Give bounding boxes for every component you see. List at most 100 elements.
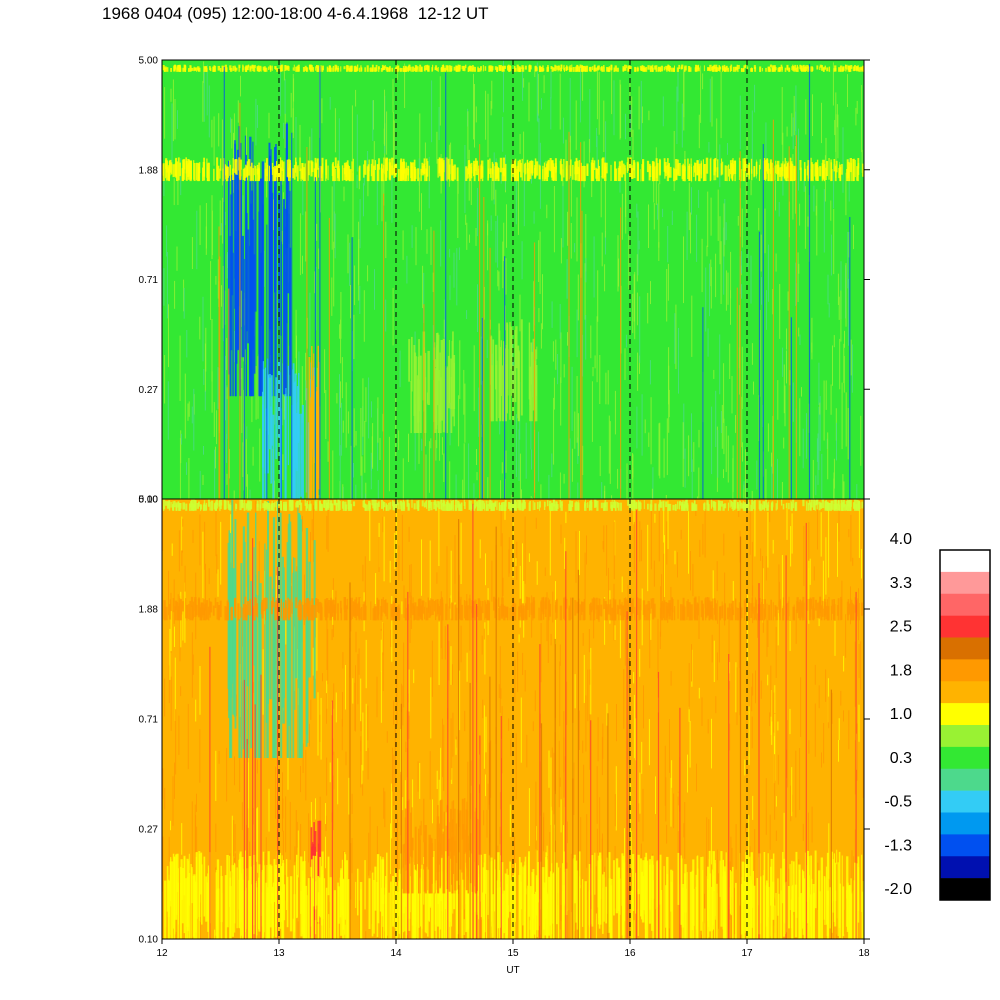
- top-texture-streak: [640, 80, 642, 118]
- top-texture-streak: [817, 433, 819, 485]
- top-texture-streak: [519, 294, 521, 332]
- top-feature-4: [597, 65, 600, 70]
- bottom-feature-0: [286, 542, 289, 758]
- top-feature-0: [282, 199, 285, 395]
- bottom-feature-3: [416, 606, 419, 621]
- top-feature-3: [526, 160, 528, 174]
- top-texture-streak: [838, 296, 840, 320]
- bottom-texture-streak: [291, 586, 292, 614]
- bottom-texture-streak: [843, 655, 845, 672]
- top-texture-streak: [402, 230, 404, 260]
- top-texture-streak: [179, 438, 181, 499]
- top-feature-4: [474, 66, 476, 72]
- top-feature-4: [694, 67, 696, 72]
- top-texture-streak: [577, 482, 579, 499]
- top-feature-3: [538, 165, 541, 180]
- bottom-texture-streak: [326, 757, 328, 796]
- bottom-feature-2: [347, 879, 350, 939]
- top-texture-streak: [283, 70, 285, 81]
- top-texture-streak: [266, 173, 268, 198]
- bottom-texture-streak: [341, 719, 343, 751]
- top-texture-streak: [833, 472, 835, 499]
- top-feature-3: [503, 168, 506, 181]
- bottom-feature-2: [215, 889, 218, 939]
- top-texture-streak: [799, 334, 801, 345]
- bottom-feature-3: [570, 597, 572, 620]
- top-feature-4: [751, 68, 753, 72]
- bottom-texture-streak: [689, 721, 691, 768]
- top-texture-streak: [463, 369, 465, 415]
- top-feature-4: [249, 65, 252, 70]
- top-texture-streak: [511, 494, 513, 499]
- top-feature-3: [601, 158, 604, 178]
- top-texture-streak: [856, 484, 858, 499]
- top-feature-3: [502, 157, 506, 177]
- top-feature-4: [788, 67, 790, 72]
- top-feature-0: [261, 204, 264, 397]
- bottom-feature-4: [814, 500, 817, 506]
- bottom-texture-streak: [791, 513, 793, 554]
- bottom-texture-streak: [745, 824, 747, 834]
- top-texture-streak: [462, 479, 464, 499]
- top-feature-4: [222, 66, 224, 72]
- bottom-feature-3: [438, 606, 441, 621]
- top-feature-3: [565, 161, 568, 181]
- top-texture-streak: [295, 117, 297, 166]
- top-texture-streak: [723, 469, 724, 479]
- top-texture-streak: [585, 315, 587, 360]
- top-texture-streak: [765, 290, 767, 330]
- bottom-feature-2: [282, 863, 285, 939]
- bottom-texture-streak: [707, 719, 709, 734]
- top-texture-streak: [355, 89, 357, 107]
- top-feature-3: [386, 160, 388, 174]
- bottom-texture-streak: [191, 632, 193, 698]
- top-texture-streak: [211, 119, 213, 148]
- bottom-feature-4: [458, 504, 461, 511]
- bottom-feature-2: [533, 894, 536, 935]
- top-feature-3: [189, 161, 192, 182]
- bottom-feature-2: [743, 881, 745, 939]
- bottom-texture-streak: [508, 718, 510, 731]
- top-feature-4: [821, 65, 823, 71]
- top-texture-streak: [176, 246, 178, 271]
- top-feature-3: [332, 162, 334, 182]
- top-feature-4: [443, 67, 447, 72]
- bottom-feature-3: [631, 598, 634, 614]
- bottom-feature-4: [480, 500, 483, 511]
- top-texture-streak: [226, 387, 228, 400]
- top-feature-3: [624, 165, 626, 181]
- bottom-texture-streak: [378, 537, 380, 572]
- top-texture-streak: [617, 468, 619, 489]
- top-texture-streak: [751, 490, 753, 499]
- bottom-texture-streak: [845, 614, 847, 658]
- top-texture-streak: [449, 275, 451, 301]
- bottom-feature-2: [546, 859, 548, 909]
- bottom-texture-streak: [408, 693, 409, 703]
- bottom-feature-0: [229, 607, 233, 758]
- top-texture-streak: [537, 113, 539, 123]
- top-feature-3: [252, 168, 254, 181]
- bottom-texture-streak: [175, 709, 177, 775]
- top-texture-streak: [213, 116, 215, 166]
- top-feature-3: [648, 163, 651, 181]
- top-feature-3: [774, 165, 776, 181]
- top-texture-streak: [273, 199, 275, 231]
- bottom-texture-streak: [749, 511, 751, 555]
- bottom-feature-2: [637, 889, 639, 936]
- bottom-texture-streak: [833, 901, 835, 939]
- bottom-feature-2: [198, 854, 201, 903]
- top-feature-3: [256, 168, 259, 181]
- top-feature-3: [315, 169, 318, 180]
- top-feature-6: [505, 344, 507, 422]
- top-feature-3: [439, 157, 441, 172]
- bottom-texture-streak: [467, 761, 469, 817]
- bottom-texture-streak: [432, 799, 433, 824]
- top-texture-streak: [245, 439, 247, 487]
- bottom-feature-2: [319, 894, 321, 939]
- bottom-texture-streak: [654, 513, 656, 523]
- top-feature-3: [678, 163, 681, 176]
- bottom-texture-streak: [170, 676, 172, 731]
- top-feature-4: [462, 66, 465, 71]
- top-feature-3: [162, 164, 164, 176]
- bottom-texture-streak: [382, 516, 384, 533]
